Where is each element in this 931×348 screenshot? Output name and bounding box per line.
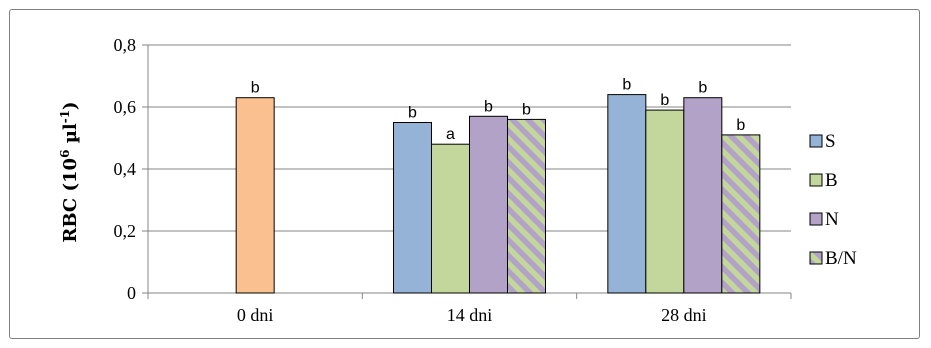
bar-data-label: b bbox=[736, 117, 745, 134]
y-tick-label: 0,8 bbox=[114, 35, 137, 55]
bar bbox=[431, 143, 470, 294]
legend-swatch bbox=[809, 251, 823, 265]
legend-swatch bbox=[809, 212, 823, 226]
bar-data-label: b bbox=[251, 80, 260, 97]
bar bbox=[721, 134, 761, 294]
bar-data-label: b bbox=[484, 98, 493, 115]
bar-data-label: b bbox=[622, 77, 631, 94]
bar bbox=[469, 115, 508, 294]
y-tick-label: 0,4 bbox=[114, 159, 137, 179]
x-tick-label: 0 dni bbox=[237, 305, 274, 325]
y-tick-label: 0 bbox=[127, 283, 136, 303]
bar-data-label: b bbox=[698, 80, 707, 97]
bar bbox=[645, 109, 685, 294]
x-tick-label: 14 dni bbox=[447, 305, 493, 325]
legend-swatch bbox=[809, 134, 823, 148]
legend-entry: B bbox=[825, 170, 838, 191]
bar-data-label: b bbox=[660, 92, 669, 109]
legend: SBN B/N bbox=[809, 131, 857, 269]
legend-entry: S bbox=[825, 131, 836, 152]
y-tick-label: 0,6 bbox=[114, 97, 137, 117]
bar-data-label: b bbox=[522, 101, 531, 118]
bar-data-label: b bbox=[408, 105, 417, 122]
bar bbox=[393, 122, 432, 294]
bar-labels: b b a b b b b b b bbox=[251, 77, 746, 144]
legend-swatch bbox=[809, 173, 823, 187]
bar bbox=[507, 118, 546, 294]
legend-entry: N bbox=[825, 209, 839, 230]
bar bbox=[607, 94, 647, 294]
bars bbox=[235, 94, 761, 294]
legend-entry: B/N bbox=[825, 248, 857, 269]
y-axis-label: RBC (106 µl-1) bbox=[58, 101, 81, 242]
x-tick-label: 28 dni bbox=[661, 305, 707, 325]
bar-data-label: a bbox=[446, 126, 455, 143]
y-tick-label: 0,2 bbox=[114, 221, 137, 241]
bar bbox=[683, 97, 723, 294]
bar bbox=[235, 97, 275, 294]
